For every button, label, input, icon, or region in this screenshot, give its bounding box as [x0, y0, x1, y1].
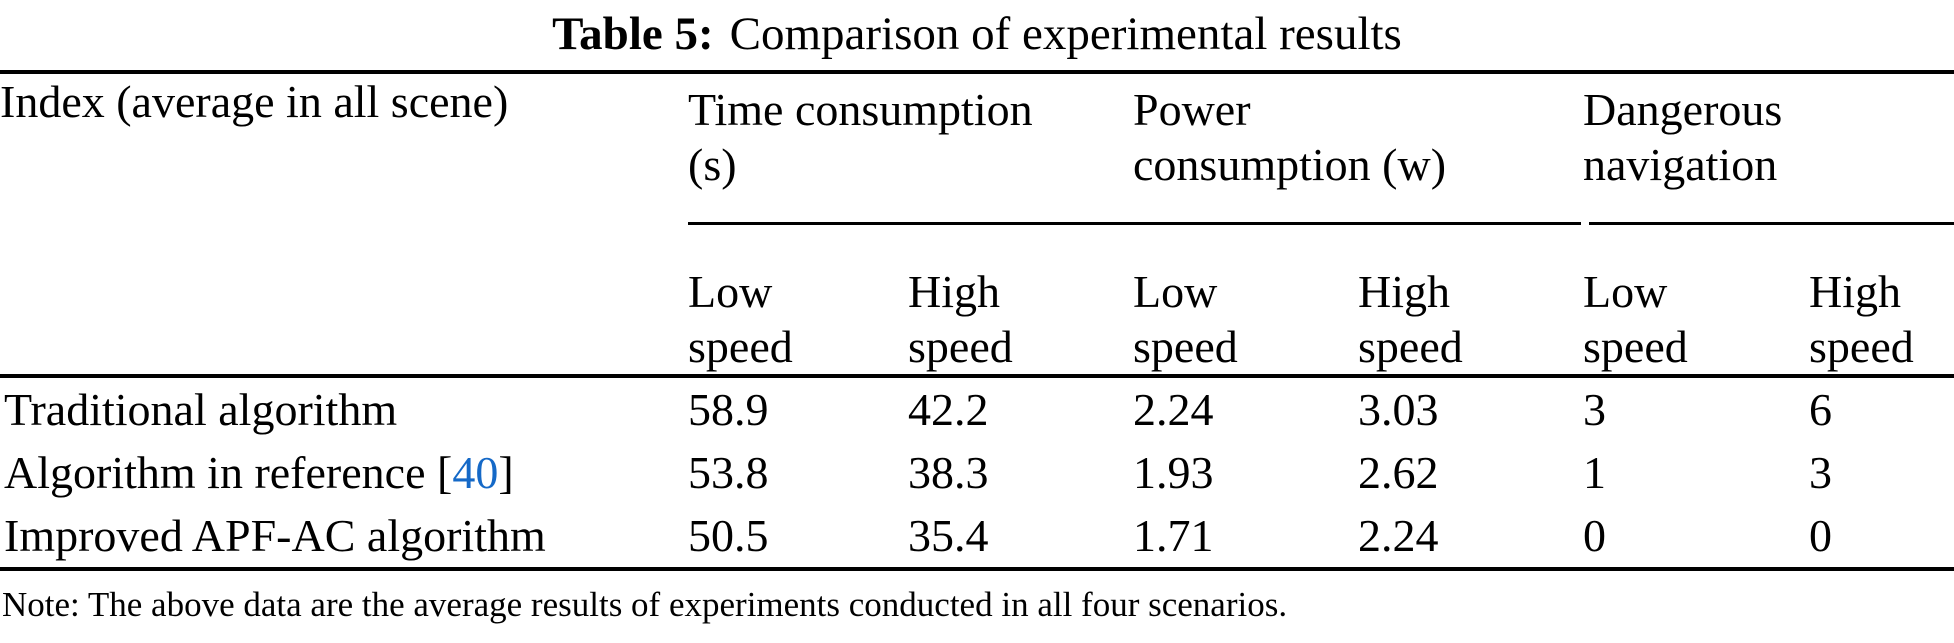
table-cell: 53.8 — [688, 447, 769, 498]
table-cell: 6 — [1809, 384, 1833, 435]
group-header-line: navigation — [1583, 139, 1778, 190]
table-cell: 1 — [1583, 447, 1607, 498]
row-label: Improved APF-AC algorithm — [0, 504, 688, 571]
group-header-dangerous-navigation: Dangerous navigation — [1583, 72, 1954, 222]
group-header-power-consumption: Power consumption (w) — [1133, 72, 1583, 222]
table-row-improved-apf-ac-algorithm: Improved APF-AC algorithm 50.5 35.4 1.71… — [0, 504, 1954, 571]
paper-table-figure: Table 5: Comparison of experimental resul… — [0, 6, 1954, 643]
table-cell: 50.5 — [688, 504, 908, 571]
row-label-text: Algorithm in reference [ — [4, 447, 453, 498]
table-cell: 2.62 — [1358, 447, 1439, 498]
table-cell: 2.24 — [1133, 384, 1214, 435]
subheader-line: High — [1809, 266, 1902, 317]
subheader-line: Low — [1133, 266, 1218, 317]
index-header-cell: Index (average in all scene) — [0, 72, 688, 378]
table-cell: 58.9 — [688, 384, 769, 435]
column-group-rule — [1589, 222, 1954, 225]
subheader-line: High — [908, 266, 1000, 317]
subheader-power-low-speed: Low speed — [1133, 225, 1358, 378]
citation-link[interactable]: 40 — [452, 447, 499, 498]
subheader-power-high-speed: High speed — [1358, 225, 1584, 378]
results-table: Index (average in all scene) Time consum… — [0, 70, 1954, 571]
row-label: Algorithm in reference [40] — [0, 441, 688, 504]
table-cell: 0 — [1809, 504, 1954, 571]
subheader-dangerous-high-speed: High speed — [1809, 225, 1954, 378]
subheader-line: speed — [1809, 321, 1914, 372]
subheader-row: Low speed High speed Low speed High spee… — [0, 225, 1954, 378]
subheader-dangerous-low-speed: Low speed — [1583, 225, 1810, 378]
table-note: Note: The above data are the average res… — [2, 585, 1288, 624]
table-cell: 3 — [1809, 447, 1833, 498]
subheader-line: speed — [1358, 321, 1463, 372]
table-caption-number: Table 5: — [552, 8, 714, 60]
table-cell: 2.24 — [1358, 504, 1584, 571]
table-row-traditional-algorithm: Traditional algorithm 58.9 42.2 2.24 3.0… — [0, 376, 1954, 441]
table-cell: 3.03 — [1358, 384, 1439, 435]
table-cell: 3 — [1583, 384, 1607, 435]
table-cell: 1.71 — [1133, 504, 1358, 571]
subheader-line: speed — [908, 321, 1013, 372]
group-header-line: Dangerous — [1583, 84, 1783, 135]
subheader-line: speed — [1583, 321, 1688, 372]
group-header-line: Power — [1133, 84, 1251, 135]
column-group-rule — [688, 222, 1582, 225]
subheader-time-high-speed: High speed — [908, 225, 1133, 378]
column-group-rule-cell — [688, 222, 1583, 225]
subheader-line: speed — [1133, 321, 1238, 372]
table-cell: 0 — [1583, 504, 1810, 571]
subheader-line: Low — [1583, 266, 1668, 317]
table-cell: 1.93 — [1133, 447, 1214, 498]
subheader-line: High — [1358, 266, 1450, 317]
table-caption: Table 5: Comparison of experimental resul… — [0, 6, 1954, 62]
table-cell: 38.3 — [908, 447, 989, 498]
column-group-rule-cell — [1583, 222, 1954, 225]
group-header-time-consumption: Time consumption (s) — [688, 72, 1133, 222]
group-header-row: Index (average in all scene) Time consum… — [0, 72, 1954, 378]
group-header-line: Time consumption — [688, 84, 1033, 135]
table-cell: 35.4 — [908, 504, 1133, 571]
subheader-line: speed — [688, 321, 793, 372]
group-header-line: (s) — [688, 139, 737, 190]
row-label-text: ] — [498, 447, 514, 498]
subheader-line: Low — [688, 266, 773, 317]
row-label: Traditional algorithm — [4, 384, 398, 435]
subheader-time-low-speed: Low speed — [688, 225, 908, 378]
group-header-line: consumption (w) — [1133, 139, 1447, 190]
column-group-rule-row — [0, 222, 1954, 225]
table-row-reference-algorithm: Algorithm in reference [40] 53.8 38.3 1.… — [0, 441, 1954, 504]
table-caption-text: Comparison of experimental results — [729, 8, 1402, 60]
table-cell: 42.2 — [908, 384, 989, 435]
